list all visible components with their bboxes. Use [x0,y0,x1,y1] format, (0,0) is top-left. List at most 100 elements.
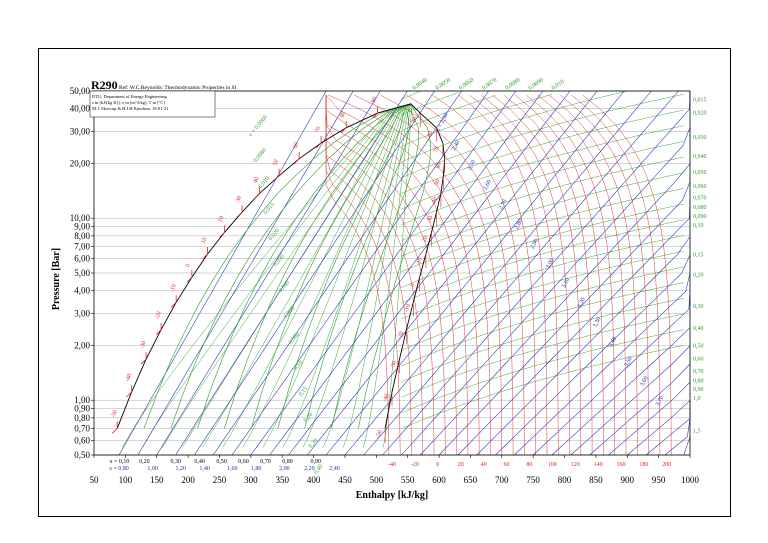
info-line-1: DTU, Department of Energy Engineering [92,94,168,100]
isotherm-line [328,94,491,456]
volume-right-label: 0,20 [693,273,704,279]
vapor-volume-line [401,329,684,414]
chart-reference: Ref: W.C.Reynolds: Thermodynamic Propert… [119,84,237,91]
vapor-temp-label: 70 [433,146,441,154]
sat-temp-label: 30 [235,195,243,203]
volume-right-label: 0,060 [693,184,707,190]
vapor-temp-label: 30 [427,215,435,223]
vapor-volume-line [401,345,684,429]
entropy-line [156,90,381,456]
quality-label: 0,30 [171,459,182,465]
entropy-bottom-label: 1,60 [227,466,238,472]
y-tick-label: 0,60 [74,436,90,446]
vapor-volume-line [401,298,684,382]
volume-top-label: 0,0060 [458,77,475,91]
sat-temp-label: 20 [218,215,226,223]
quality-label: 0,40 [194,459,205,465]
quality-line [197,103,411,429]
temp-bottom-label: 100 [548,462,557,468]
vapor-temp-label: -30 [390,360,398,370]
y-tick-label: 40,00 [70,104,91,114]
sat-temp-label: -10 [169,283,177,293]
entropy-line [307,90,598,456]
volume-right-label: 0,90 [693,387,704,393]
sat-temp-label: -50 [110,410,118,420]
y-tick-label: 6,00 [74,254,90,264]
entropy-line [533,291,691,456]
y-tick-label: 0,50 [74,450,90,460]
x-tick-label: 450 [338,475,352,485]
x-tick-label: 1000 [681,475,700,485]
entropy-line [570,345,691,456]
isotherm-line [325,95,469,456]
x-tick-label: 400 [307,475,321,485]
vapor-volume-line [401,219,684,304]
volume-right-label: 0,070 [693,195,707,201]
curve-labels: -50 -40 -30 -20 -10 0 10 20 30 40 50 60 70 80 90 -50 -40… [109,77,706,475]
vapor-volume-line [401,94,553,147]
vapor-volume-line [401,188,684,273]
volume-right-label: 0,70 [693,369,704,375]
sat-temp-label: -30 [139,340,147,350]
entropy-bottom-label: 2,00 [279,466,290,472]
entropy-line [551,327,691,456]
entropy-line [137,90,354,456]
x-tick-label: 100 [119,475,133,485]
entropy-vapor-label: 3,60 [639,376,649,388]
volume-right-label: 0,40 [693,326,704,332]
entropy-line [231,90,489,456]
entropy-line [589,363,691,456]
isotherm-line [325,95,457,456]
liquid-volume-line [242,108,401,448]
quality-label: 0,50 [216,459,227,465]
isotherm-marker [254,193,260,199]
volume-right-label: 0,090 [693,214,707,220]
volume-right-label: 0,050 [693,170,707,176]
sat-temp-label: 0 [185,263,192,268]
x-tick-label: 550 [401,475,415,485]
info-line-3: M.J. Skovrup & H.J.H Knudsen. 19-01-21 [92,106,169,111]
quality-label: 0,70 [260,459,271,465]
volume-right-label: 0,020 [693,111,707,117]
x-axis-title: Enthalpy [kJ/kg] [356,490,429,501]
isotherm-line [582,94,672,456]
ph-diagram: -50 -40 -30 -20 -10 0 10 20 30 40 50 60 70 80 90 -50 -40… [51,77,707,501]
isotherm-marker [293,158,300,165]
axes: 50,00 40,00 30,00 20,00 10,009,008,007,00 6,0… [70,86,700,485]
quality-label: 0,90 [310,459,321,465]
liquid-volume-label: v = 0,0060 [248,114,269,138]
temp-bottom-label: 80 [526,462,532,468]
entropy-vapor-label: 3,30 [592,317,602,329]
volume-right-label: 0,080 [693,205,707,211]
y-tick-label: 30,00 [70,126,91,136]
entropy-line [269,90,544,456]
volume-top-label: 0,0040 [412,77,429,91]
specific-volume-lines [121,90,684,448]
liquid-volume-label: 0,20 [303,412,314,424]
info-box [89,90,216,118]
entropy-vapor-label: 2,70 [498,199,508,211]
x-tick-label: 350 [275,475,289,485]
y-tick-label: 0,80 [74,413,90,423]
vapor-volume-line [401,203,684,288]
liquid-volume-label: 0,10 [293,360,304,372]
isotherm-line [526,94,615,455]
vapor-volume-line [401,266,684,351]
isotherm-line [458,94,548,456]
liquid-volume-line [342,108,409,448]
y-tick-label: 50,00 [70,86,91,96]
volume-right-label: 0,040 [693,154,707,160]
chart-title: R290 [91,78,118,92]
y-tick-label: 2,00 [74,340,90,350]
x-tick-label: 950 [652,475,666,485]
entropy-bottom-label: 1,20 [176,466,187,472]
vapor-volume-line [401,109,684,194]
vapor-volume-line [401,141,684,226]
entropy-line [419,163,691,456]
volume-top-label: 0,0050 [435,77,452,91]
entropy-line [608,382,691,456]
volume-right-label: 0,15 [693,253,704,259]
liquid-volume-label: 0,030 [273,254,286,268]
volume-top-label: 0,010 [551,79,566,92]
entropy-bottom-label: s = 0,80 [109,466,128,472]
